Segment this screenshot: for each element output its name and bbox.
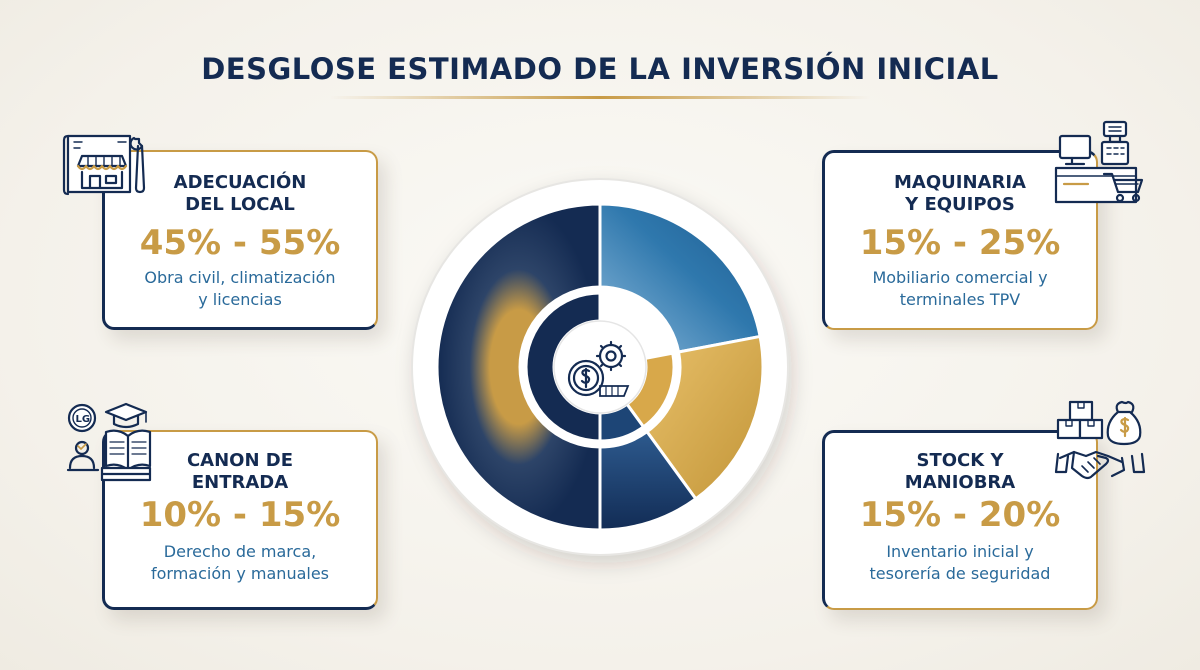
donut-slice-1 xyxy=(598,202,762,354)
inventory-handshake-moneybag-icon xyxy=(1054,400,1146,480)
card-title: ADECUACIÓN DEL LOCAL xyxy=(112,172,368,216)
money-gear-icon xyxy=(567,340,630,397)
card-local-adaptation: ADECUACIÓN DEL LOCAL 45% - 55% Obra civi… xyxy=(102,150,378,330)
card-title: CANON DE ENTRADA xyxy=(112,450,368,494)
card-description: Inventario inicial y tesorería de seguri… xyxy=(832,541,1088,585)
card-description-line1: Inventario inicial y xyxy=(886,542,1034,561)
card-description: Derecho de marca, formación y manuales xyxy=(112,541,368,585)
donut-outer-rim xyxy=(411,178,789,556)
card-title-line2: MANIOBRA xyxy=(904,472,1016,493)
card-percent-range: 10% - 15% xyxy=(139,495,341,535)
donut-inner-slice-4 xyxy=(524,291,602,443)
donut-outer-plate xyxy=(412,179,788,555)
card-description-line2: formación y manuales xyxy=(150,564,330,583)
card-description-line2: tesorería de seguridad xyxy=(869,564,1051,583)
donut-slice-2 xyxy=(644,334,765,501)
donut-inner-slice-3 xyxy=(598,402,646,443)
card-title-line1: CANON DE xyxy=(186,450,294,471)
donut-inner-slice-1 xyxy=(598,291,675,361)
pos-terminal-cart-icon xyxy=(1054,120,1144,204)
card-stock-working-capital: STOCK Y MANIOBRA 15% - 20% Inventario in… xyxy=(822,430,1098,610)
card-machinery-equipment: MAQUINARIA Y EQUIPOS 15% - 25% Mobiliari… xyxy=(822,150,1098,330)
card-percent-range: 45% - 55% xyxy=(139,223,341,263)
card-title-line1: MAQUINARIA xyxy=(894,172,1026,193)
donut-slice-3 xyxy=(598,429,698,532)
card-title-line2: ENTRADA xyxy=(191,472,289,493)
brand-training-manual-icon: LG xyxy=(66,402,152,482)
card-description: Obra civil, climatización y licencias xyxy=(112,267,368,311)
card-description-line1: Mobiliario comercial y xyxy=(872,268,1048,287)
card-description: Mobiliario comercial y terminales TPV xyxy=(832,267,1088,311)
card-title-line2: Y EQUIPOS xyxy=(905,194,1015,215)
donut-center-disc xyxy=(553,320,647,414)
card-description-line2: terminales TPV xyxy=(899,290,1021,309)
card-title-line1: ADECUACIÓN xyxy=(173,172,307,193)
card-title: STOCK Y MANIOBRA xyxy=(832,450,1088,494)
donut-inner-ring xyxy=(520,287,680,447)
brand-logo-lettering: LG xyxy=(76,414,91,425)
page-title: DESGLOSE ESTIMADO DE LA INVERSIÓN INICIA… xyxy=(201,52,999,86)
card-percent-range: 15% - 20% xyxy=(859,495,1061,535)
shop-blueprint-wrench-icon xyxy=(62,134,146,196)
card-description-line1: Derecho de marca, xyxy=(163,542,317,561)
card-description-line1: Obra civil, climatización xyxy=(144,268,336,287)
card-percent-range: 15% - 25% xyxy=(859,223,1061,263)
donut-inner-slice-2 xyxy=(624,351,676,429)
title-divider xyxy=(330,96,870,99)
card-title: MAQUINARIA Y EQUIPOS xyxy=(832,172,1088,216)
card-title-line2: DEL LOCAL xyxy=(185,194,295,215)
donut-slice-4 xyxy=(435,202,602,532)
card-title-line1: STOCK Y xyxy=(916,450,1004,471)
card-description-line2: y licencias xyxy=(198,290,282,309)
